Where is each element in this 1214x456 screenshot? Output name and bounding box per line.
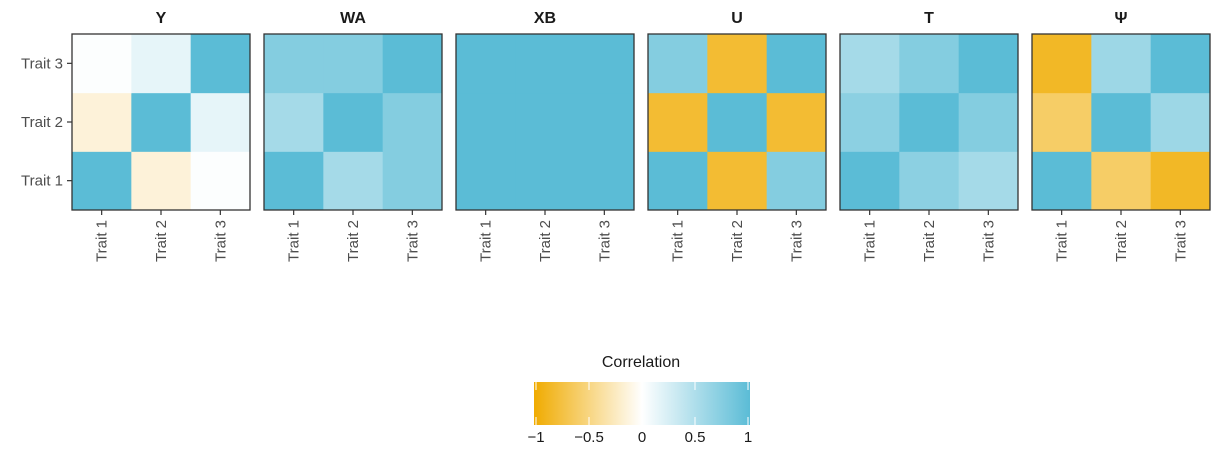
x-tick-label: Trait 2 xyxy=(537,220,554,262)
y-tick-label: Trait 3 xyxy=(21,55,63,72)
legend-ticks: −1 −0.5 0 0.5 1 xyxy=(527,382,752,446)
heatmap-cell xyxy=(648,151,708,211)
x-tick-label: Trait 3 xyxy=(404,220,421,262)
legend-tick-label: 0 xyxy=(638,429,646,446)
heatmap-cell xyxy=(72,92,132,152)
heatmap-cell xyxy=(707,34,768,94)
heatmap-cell xyxy=(707,92,768,152)
heatmap-panels: Y Trait 1 Trait 2 Trait 3 WA Trait 1 Trait 2 Tr… xyxy=(71,10,1211,262)
panel-title: Ψ xyxy=(1115,10,1128,27)
panel-2: WA Trait 1 Trait 2 Trait 3 xyxy=(263,10,443,262)
x-tick-label: Trait 2 xyxy=(1113,220,1130,262)
heatmap-cell xyxy=(190,151,251,211)
heatmap-cell xyxy=(515,92,576,152)
heatmap-cell xyxy=(766,34,827,94)
panel-title: WA xyxy=(340,10,366,27)
y-tick-label: Trait 1 xyxy=(21,173,63,190)
heatmap-cell xyxy=(648,92,708,152)
panel-1: Y Trait 1 Trait 2 Trait 3 xyxy=(71,10,251,262)
heatmap-cell xyxy=(323,34,384,94)
heatmap-cell xyxy=(1150,34,1211,94)
legend-tick-label: 1 xyxy=(744,429,752,446)
legend-tick-label: 0.5 xyxy=(685,429,706,446)
heatmap-cell xyxy=(766,151,827,211)
x-tick-label: Trait 1 xyxy=(94,220,111,262)
heatmap-cell xyxy=(1032,92,1092,152)
heatmap-cell xyxy=(1091,151,1152,211)
heatmap-cell xyxy=(190,34,251,94)
heatmap-cell xyxy=(190,92,251,152)
x-tick-label: Trait 2 xyxy=(153,220,170,262)
heatmap-cell xyxy=(958,34,1019,94)
heatmap-cell xyxy=(382,34,443,94)
heatmap-cell xyxy=(515,34,576,94)
heatmap-cell xyxy=(840,34,900,94)
color-legend: Correlation −1 −0.5 0 0.5 1 xyxy=(527,354,752,446)
panel-title: XB xyxy=(534,10,556,27)
heatmap-cell xyxy=(574,34,635,94)
y-tick-label: Trait 2 xyxy=(21,114,63,131)
x-tick-label: Trait 1 xyxy=(1054,220,1071,262)
heatmap-cell xyxy=(456,151,516,211)
heatmap-cell xyxy=(264,34,324,94)
x-tick-label: Trait 3 xyxy=(212,220,229,262)
heatmap-cell xyxy=(456,34,516,94)
heatmap-cell xyxy=(899,151,960,211)
x-tick-label: Trait 2 xyxy=(729,220,746,262)
x-tick-label: Trait 1 xyxy=(286,220,303,262)
heatmap-cell xyxy=(72,151,132,211)
heatmap-cell xyxy=(574,92,635,152)
legend-tick-label: −0.5 xyxy=(574,429,604,446)
panel-6: Ψ Trait 1 Trait 2 Trait 3 xyxy=(1031,10,1211,262)
heatmap-cell xyxy=(574,151,635,211)
panel-4: U Trait 1 Trait 2 Trait 3 xyxy=(647,10,827,262)
heatmap-cell xyxy=(1091,92,1152,152)
heatmap-cell xyxy=(1091,34,1152,94)
x-tick-label: Trait 2 xyxy=(921,220,938,262)
panel-title: Y xyxy=(156,10,167,27)
x-tick-label: Trait 3 xyxy=(980,220,997,262)
heatmap-cell xyxy=(840,92,900,152)
heatmap-cell xyxy=(264,92,324,152)
heatmap-cell xyxy=(958,92,1019,152)
heatmap-cell xyxy=(958,151,1019,211)
panel-title: U xyxy=(731,10,743,27)
heatmap-cell xyxy=(323,92,384,152)
heatmap-cell xyxy=(1150,151,1211,211)
heatmap-cell xyxy=(766,92,827,152)
x-tick-label: Trait 3 xyxy=(788,220,805,262)
heatmap-cell xyxy=(899,92,960,152)
heatmap-cell xyxy=(382,151,443,211)
heatmap-cell xyxy=(1032,151,1092,211)
panel-3: XB Trait 1 Trait 2 Trait 3 xyxy=(455,10,635,262)
x-tick-label: Trait 2 xyxy=(345,220,362,262)
heatmap-cell xyxy=(456,92,516,152)
heatmap-cell xyxy=(1150,92,1211,152)
heatmap-cell xyxy=(648,34,708,94)
x-tick-label: Trait 3 xyxy=(596,220,613,262)
y-axis: Trait 1 Trait 2 Trait 3 xyxy=(21,55,72,190)
x-tick-label: Trait 1 xyxy=(670,220,687,262)
heatmap-cell xyxy=(72,34,132,94)
heatmap-cell xyxy=(840,151,900,211)
panel-5: T Trait 1 Trait 2 Trait 3 xyxy=(839,10,1019,262)
x-tick-label: Trait 1 xyxy=(478,220,495,262)
heatmap-cell xyxy=(131,92,192,152)
heatmap-cell xyxy=(131,151,192,211)
legend-tick-label: −1 xyxy=(527,429,544,446)
heatmap-cell xyxy=(1032,34,1092,94)
legend-title: Correlation xyxy=(602,354,680,371)
heatmap-cell xyxy=(382,92,443,152)
heatmap-cell xyxy=(515,151,576,211)
heatmap-cell xyxy=(707,151,768,211)
heatmap-cell xyxy=(899,34,960,94)
heatmap-cell xyxy=(323,151,384,211)
x-tick-label: Trait 1 xyxy=(862,220,879,262)
x-tick-label: Trait 3 xyxy=(1172,220,1189,262)
panel-title: T xyxy=(924,10,934,27)
heatmap-cell xyxy=(264,151,324,211)
heatmap-cell xyxy=(131,34,192,94)
